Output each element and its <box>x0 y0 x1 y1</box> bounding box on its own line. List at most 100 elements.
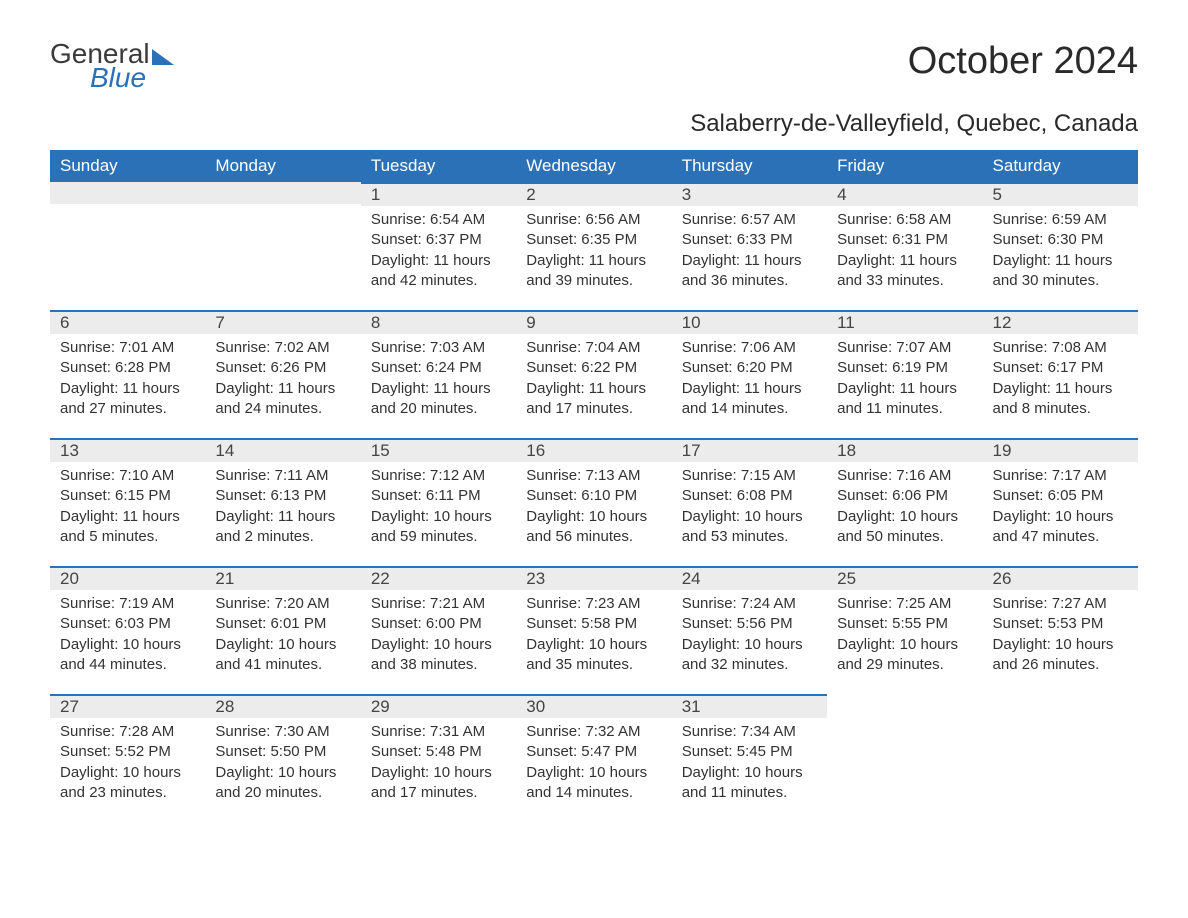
daylight-line1: Daylight: 10 hours <box>60 763 195 783</box>
sunset-text: Sunset: 5:55 PM <box>837 614 972 634</box>
daylight-line1: Daylight: 11 hours <box>682 251 817 271</box>
day-details: Sunrise: 7:11 AMSunset: 6:13 PMDaylight:… <box>205 462 360 555</box>
sunrise-text: Sunrise: 7:12 AM <box>371 466 506 486</box>
day-number: 8 <box>361 310 516 334</box>
daylight-line1: Daylight: 11 hours <box>837 251 972 271</box>
calendar-cell: 28 Sunrise: 7:30 AMSunset: 5:50 PMDayligh… <box>205 694 360 822</box>
calendar-cell: 18Sunrise: 7:16 AMSunset: 6:06 PMDayligh… <box>827 438 982 566</box>
logo-triangle-icon <box>152 49 174 65</box>
sunset-text: Sunset: 6:37 PM <box>371 230 506 250</box>
sunset-text: Sunset: 6:03 PM <box>60 614 195 634</box>
calendar-cell: 9Sunrise: 7:04 AMSunset: 6:22 PMDaylight… <box>516 310 671 438</box>
calendar-cell: 31Sunrise: 7:34 AMSunset: 5:45 PMDayligh… <box>672 694 827 822</box>
daylight-line2: and 11 minutes. <box>837 399 972 419</box>
daylight-line2: and 20 minutes. <box>371 399 506 419</box>
calendar-cell: 24Sunrise: 7:24 AMSunset: 5:56 PMDayligh… <box>672 566 827 694</box>
day-number: 2 <box>516 182 671 206</box>
daylight-line2: and 17 minutes. <box>371 783 506 803</box>
daylight-line2: and 30 minutes. <box>993 271 1128 291</box>
sunset-text: Sunset: 6:35 PM <box>526 230 661 250</box>
sunset-text: Sunset: 6:05 PM <box>993 486 1128 506</box>
calendar-table: SundayMondayTuesdayWednesdayThursdayFrid… <box>50 150 1138 822</box>
day-number: 28 <box>205 694 360 718</box>
day-details: Sunrise: 7:31 AMSunset: 5:48 PMDaylight:… <box>361 718 516 811</box>
daylight-line2: and 53 minutes. <box>682 527 817 547</box>
calendar-cell: 22Sunrise: 7:21 AMSunset: 6:00 PMDayligh… <box>361 566 516 694</box>
day-number: 23 <box>516 566 671 590</box>
sunrise-text: Sunrise: 7:24 AM <box>682 594 817 614</box>
daylight-line2: and 14 minutes. <box>526 783 661 803</box>
sunset-text: Sunset: 6:01 PM <box>215 614 350 634</box>
day-number: 12 <box>983 310 1138 334</box>
sunset-text: Sunset: 6:22 PM <box>526 358 661 378</box>
sunset-text: Sunset: 6:31 PM <box>837 230 972 250</box>
daylight-line2: and 56 minutes. <box>526 527 661 547</box>
weekday-header: Monday <box>205 150 360 182</box>
sunrise-text: Sunrise: 7:08 AM <box>993 338 1128 358</box>
sunrise-text: Sunrise: 7:27 AM <box>993 594 1128 614</box>
sunrise-text: Sunrise: 7:30 AM <box>215 722 350 742</box>
daylight-line2: and 47 minutes. <box>993 527 1128 547</box>
sunrise-text: Sunrise: 7:19 AM <box>60 594 195 614</box>
sunset-text: Sunset: 6:26 PM <box>215 358 350 378</box>
sunset-text: Sunset: 5:58 PM <box>526 614 661 634</box>
calendar-cell: 23Sunrise: 7:23 AMSunset: 5:58 PMDayligh… <box>516 566 671 694</box>
sunset-text: Sunset: 6:11 PM <box>371 486 506 506</box>
daylight-line1: Daylight: 11 hours <box>215 507 350 527</box>
calendar-cell: 26Sunrise: 7:27 AMSunset: 5:53 PMDayligh… <box>983 566 1138 694</box>
weekday-header: Sunday <box>50 150 205 182</box>
weekday-header: Friday <box>827 150 982 182</box>
calendar-cell: 12Sunrise: 7:08 AMSunset: 6:17 PMDayligh… <box>983 310 1138 438</box>
day-number: 4 <box>827 182 982 206</box>
daylight-line1: Daylight: 11 hours <box>993 251 1128 271</box>
daylight-line2: and 17 minutes. <box>526 399 661 419</box>
day-details: Sunrise: 7:13 AMSunset: 6:10 PMDaylight:… <box>516 462 671 555</box>
daylight-line1: Daylight: 11 hours <box>837 379 972 399</box>
day-number: 13 <box>50 438 205 462</box>
day-details: Sunrise: 6:56 AMSunset: 6:35 PMDaylight:… <box>516 206 671 299</box>
daylight-line1: Daylight: 10 hours <box>215 763 350 783</box>
calendar-cell <box>50 182 205 310</box>
day-details: Sunrise: 7:10 AMSunset: 6:15 PMDaylight:… <box>50 462 205 555</box>
daylight-line1: Daylight: 10 hours <box>526 763 661 783</box>
daylight-line2: and 2 minutes. <box>215 527 350 547</box>
day-details: Sunrise: 7:04 AMSunset: 6:22 PMDaylight:… <box>516 334 671 427</box>
sunrise-text: Sunrise: 7:01 AM <box>60 338 195 358</box>
day-details: Sunrise: 7:17 AMSunset: 6:05 PMDaylight:… <box>983 462 1138 555</box>
sunset-text: Sunset: 5:52 PM <box>60 742 195 762</box>
sunset-text: Sunset: 5:50 PM <box>215 742 350 762</box>
calendar-cell: 30Sunrise: 7:32 AMSunset: 5:47 PMDayligh… <box>516 694 671 822</box>
daylight-line2: and 27 minutes. <box>60 399 195 419</box>
daylight-line2: and 33 minutes. <box>837 271 972 291</box>
daylight-line2: and 14 minutes. <box>682 399 817 419</box>
daylight-line2: and 23 minutes. <box>60 783 195 803</box>
sunset-text: Sunset: 6:10 PM <box>526 486 661 506</box>
sunset-text: Sunset: 6:33 PM <box>682 230 817 250</box>
calendar-cell: 16Sunrise: 7:13 AMSunset: 6:10 PMDayligh… <box>516 438 671 566</box>
day-details: Sunrise: 7:16 AMSunset: 6:06 PMDaylight:… <box>827 462 982 555</box>
day-details: Sunrise: 7:15 AMSunset: 6:08 PMDaylight:… <box>672 462 827 555</box>
sunrise-text: Sunrise: 7:21 AM <box>371 594 506 614</box>
title-block: October 2024 <box>908 40 1138 83</box>
day-details: Sunrise: 7:03 AMSunset: 6:24 PMDaylight:… <box>361 334 516 427</box>
daylight-line1: Daylight: 10 hours <box>682 763 817 783</box>
sunset-text: Sunset: 6:30 PM <box>993 230 1128 250</box>
daylight-line2: and 59 minutes. <box>371 527 506 547</box>
daylight-line2: and 26 minutes. <box>993 655 1128 675</box>
daylight-line1: Daylight: 10 hours <box>60 635 195 655</box>
sunset-text: Sunset: 6:06 PM <box>837 486 972 506</box>
day-details: Sunrise: 6:58 AMSunset: 6:31 PMDaylight:… <box>827 206 982 299</box>
day-number: 15 <box>361 438 516 462</box>
sunset-text: Sunset: 6:13 PM <box>215 486 350 506</box>
sunrise-text: Sunrise: 7:06 AM <box>682 338 817 358</box>
calendar-cell: 5Sunrise: 6:59 AMSunset: 6:30 PMDaylight… <box>983 182 1138 310</box>
sunrise-text: Sunrise: 7:04 AM <box>526 338 661 358</box>
day-details: Sunrise: 7:01 AMSunset: 6:28 PMDaylight:… <box>50 334 205 427</box>
day-number: 19 <box>983 438 1138 462</box>
sunrise-text: Sunrise: 7:32 AM <box>526 722 661 742</box>
daylight-line1: Daylight: 11 hours <box>60 379 195 399</box>
logo-text-blue: Blue <box>90 64 174 92</box>
daylight-line1: Daylight: 10 hours <box>837 635 972 655</box>
calendar-cell: 2Sunrise: 6:56 AMSunset: 6:35 PMDaylight… <box>516 182 671 310</box>
daylight-line2: and 35 minutes. <box>526 655 661 675</box>
